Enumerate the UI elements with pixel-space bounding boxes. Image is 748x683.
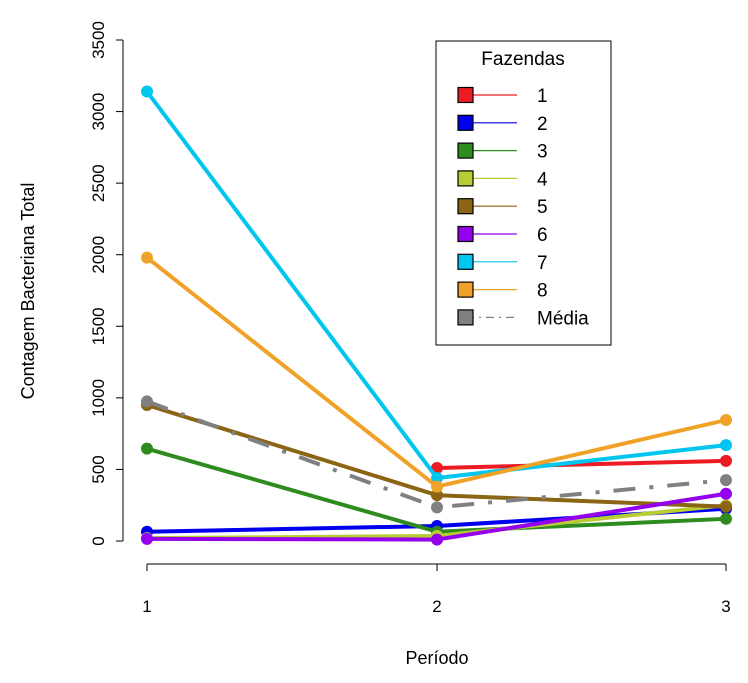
data-point (141, 442, 153, 455)
legend-item: 6 (457, 225, 548, 246)
data-point (431, 501, 443, 514)
data-point (720, 500, 732, 513)
legend-box (435, 40, 612, 346)
y-tick-label: 3000 (89, 93, 108, 131)
legend-label: 5 (537, 197, 548, 218)
series-6 (141, 487, 732, 546)
legend-item: 1 (457, 86, 548, 107)
series-8 (141, 251, 732, 493)
legend-label: Média (537, 308, 589, 329)
legend-swatch (457, 198, 474, 215)
data-point (431, 472, 443, 485)
legend-swatch (457, 170, 474, 187)
legend-item: 5 (457, 197, 548, 218)
y-tick-label: 500 (89, 455, 108, 483)
legend-label: 1 (537, 86, 548, 107)
data-point (141, 85, 153, 98)
y-tick-label: 3500 (89, 21, 108, 59)
legend-item: 2 (457, 114, 548, 135)
legend-swatch (457, 309, 474, 326)
series-1 (431, 454, 732, 474)
legend-swatch (457, 281, 474, 298)
series-media (141, 395, 732, 514)
legend-item: 3 (457, 142, 548, 163)
y-tick-label: 1000 (89, 379, 108, 417)
x-tick-label: 3 (721, 597, 730, 616)
y-axis-title: Contagem Bacteriana Total (18, 183, 38, 400)
legend-swatch (457, 114, 474, 131)
x-tick-label: 1 (142, 597, 151, 616)
x-tick-label: 2 (432, 597, 441, 616)
data-point (720, 474, 732, 487)
data-point (431, 489, 443, 502)
legend-swatch (457, 86, 474, 104)
y-tick-label: 1500 (89, 307, 108, 345)
data-point (141, 251, 153, 264)
legend-label: 4 (537, 169, 548, 190)
data-point (141, 532, 153, 545)
y-tick-label: 2000 (89, 236, 108, 274)
legend-items: 1 2 3 4 5 6 7 8 Média (457, 86, 589, 329)
legend-label: 8 (537, 281, 548, 302)
legend-item: 7 (457, 253, 548, 274)
legend: Fazendas 1 2 3 4 5 6 7 8 Média (435, 40, 612, 346)
series-line (436, 458, 727, 470)
data-point (720, 439, 732, 452)
data-point (431, 533, 443, 546)
series-layer (141, 85, 732, 546)
legend-label: 2 (537, 114, 548, 135)
legend-label: 7 (537, 253, 548, 274)
legend-title: Fazendas (481, 49, 564, 70)
legend-label: 6 (537, 225, 548, 246)
data-point (720, 487, 732, 500)
legend-swatch (457, 142, 474, 159)
legend-swatch (457, 253, 474, 270)
data-point (720, 454, 732, 467)
y-tick-label: 0 (89, 536, 108, 545)
legend-item: 8 (457, 281, 548, 302)
legend-item: 4 (457, 169, 548, 190)
series-7 (141, 85, 732, 485)
data-point (720, 512, 732, 525)
axes: 0 500 1000 1500 2000 2500 3000 3500 1 2 3 (89, 21, 731, 616)
data-point (431, 480, 443, 493)
legend-label: 3 (537, 142, 548, 163)
data-point (720, 414, 732, 427)
legend-swatch (457, 225, 474, 243)
data-point (141, 395, 153, 408)
legend-item: Média (457, 308, 589, 329)
x-axis-title: Período (405, 648, 468, 668)
y-tick-label: 2500 (89, 164, 108, 202)
